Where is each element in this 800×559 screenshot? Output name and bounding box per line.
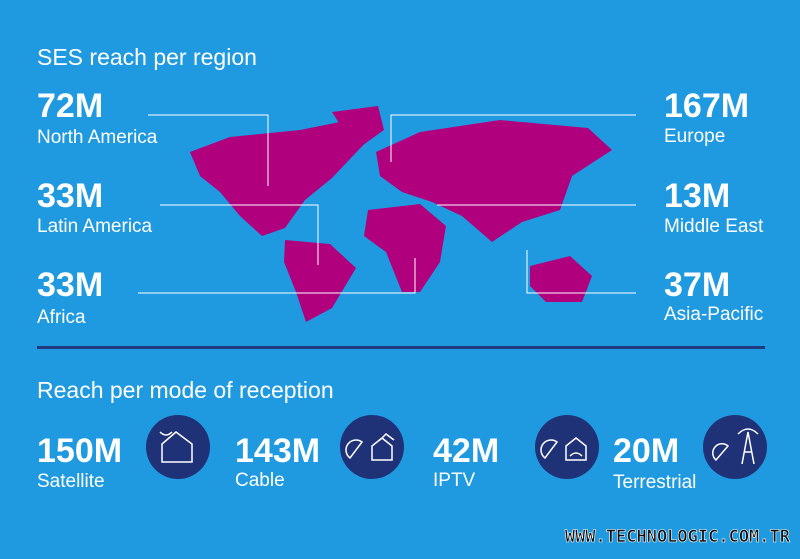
region-name: Europe	[664, 126, 725, 147]
section-title: Reach per mode of reception	[37, 377, 334, 403]
region-value: 167M	[664, 87, 749, 125]
region-name: Middle East	[664, 216, 764, 237]
title: SES reach per region	[37, 44, 257, 70]
region-name: Latin America	[37, 216, 153, 237]
region-name: Africa	[37, 307, 86, 328]
map-north-america	[190, 122, 368, 236]
icon-iptv	[535, 415, 599, 479]
leader-line	[138, 258, 416, 294]
mode-name: Terrestrial	[613, 472, 696, 493]
leader-line	[390, 114, 636, 162]
region-name: Asia-Pacific	[664, 304, 763, 325]
mode-name: Satellite	[37, 471, 105, 492]
mode-value: 42M	[433, 432, 499, 470]
leader-line	[160, 204, 319, 265]
map-africa	[364, 204, 446, 292]
icon-glyph	[540, 437, 587, 461]
region-name: North America	[37, 127, 158, 148]
map-australia	[530, 256, 592, 302]
leader-lines	[138, 114, 636, 294]
divider	[37, 346, 765, 349]
mode-name: IPTV	[433, 470, 476, 491]
icon-glyph	[159, 431, 193, 463]
leader-line	[526, 250, 636, 294]
region-value: 37M	[664, 266, 730, 304]
icon-glyph	[712, 428, 759, 465]
world-map	[190, 106, 612, 322]
region-value: 33M	[37, 266, 103, 304]
leader-line	[148, 114, 269, 186]
icon-satellite	[146, 415, 210, 479]
map-greenland	[332, 106, 384, 150]
mode-name: Cable	[235, 470, 285, 491]
mode-value: 143M	[235, 432, 320, 470]
watermark: WWW.TECHNOLOGIC.COM.TR	[565, 527, 791, 547]
region-value: 33M	[37, 177, 103, 215]
icon-glyph	[345, 433, 395, 461]
icon-terrestrial	[703, 415, 767, 479]
map-south-america	[284, 240, 356, 322]
mode-icons	[146, 415, 767, 479]
mode-value: 20M	[613, 432, 679, 470]
region-value: 13M	[664, 177, 730, 215]
region-value: 72M	[37, 87, 103, 125]
mode-value: 150M	[37, 432, 122, 470]
map-eurasia	[376, 120, 612, 242]
